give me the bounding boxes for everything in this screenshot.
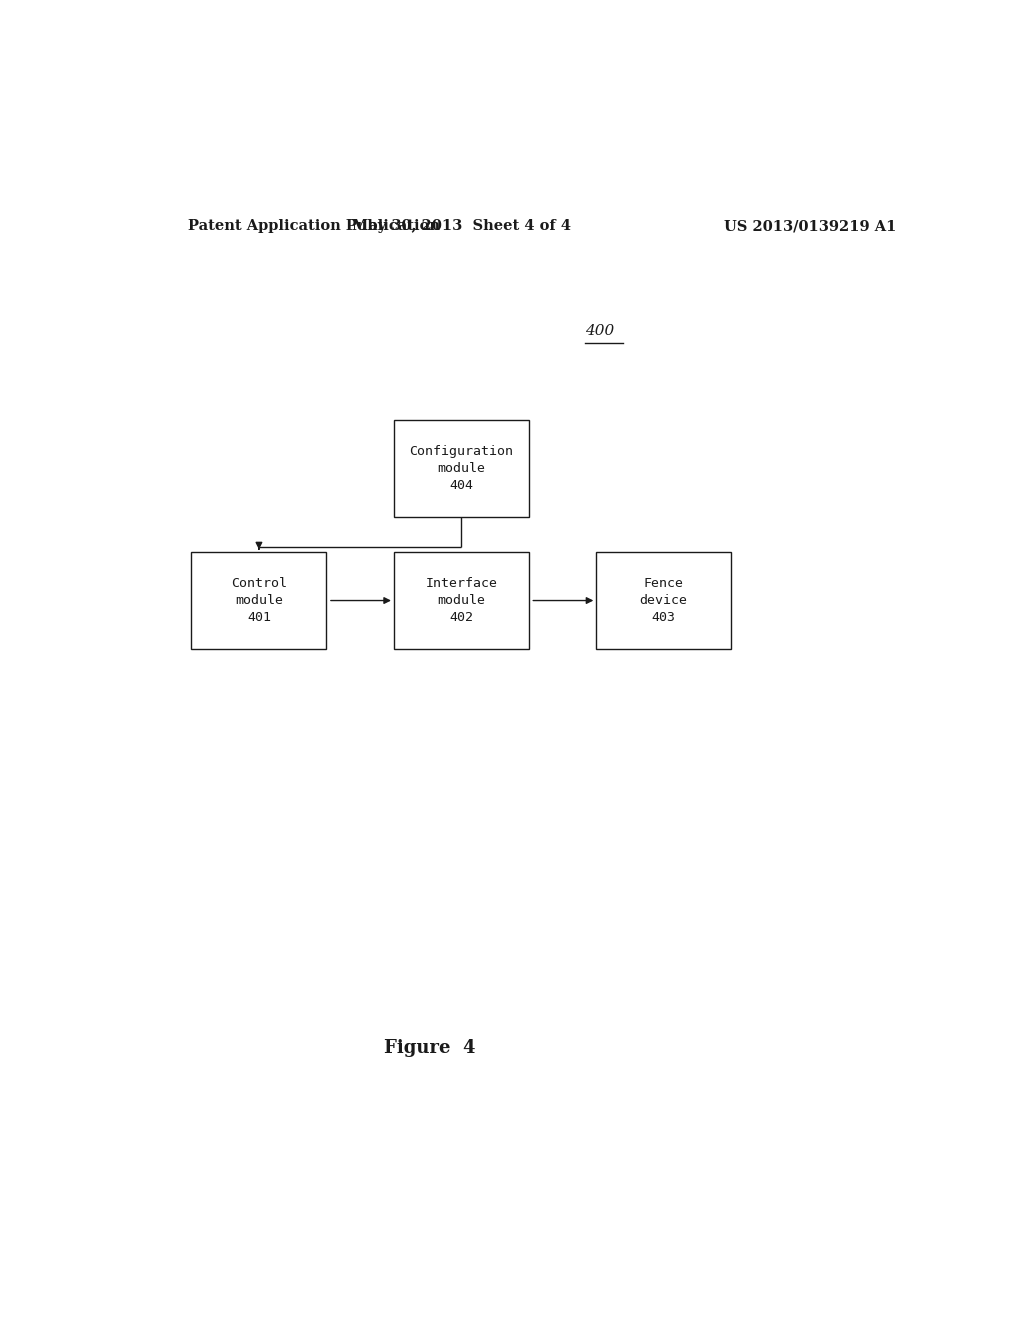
FancyBboxPatch shape xyxy=(596,552,731,649)
FancyBboxPatch shape xyxy=(394,552,528,649)
Text: Control
module
401: Control module 401 xyxy=(231,577,287,624)
Text: 400: 400 xyxy=(585,325,614,338)
Text: Figure  4: Figure 4 xyxy=(384,1039,475,1057)
Text: US 2013/0139219 A1: US 2013/0139219 A1 xyxy=(724,219,897,234)
FancyBboxPatch shape xyxy=(394,420,528,516)
Text: Fence
device
403: Fence device 403 xyxy=(640,577,688,624)
Text: Configuration
module
404: Configuration module 404 xyxy=(410,445,513,492)
FancyBboxPatch shape xyxy=(191,552,327,649)
Text: Patent Application Publication: Patent Application Publication xyxy=(187,219,439,234)
Text: Interface
module
402: Interface module 402 xyxy=(425,577,498,624)
Text: May 30, 2013  Sheet 4 of 4: May 30, 2013 Sheet 4 of 4 xyxy=(352,219,570,234)
